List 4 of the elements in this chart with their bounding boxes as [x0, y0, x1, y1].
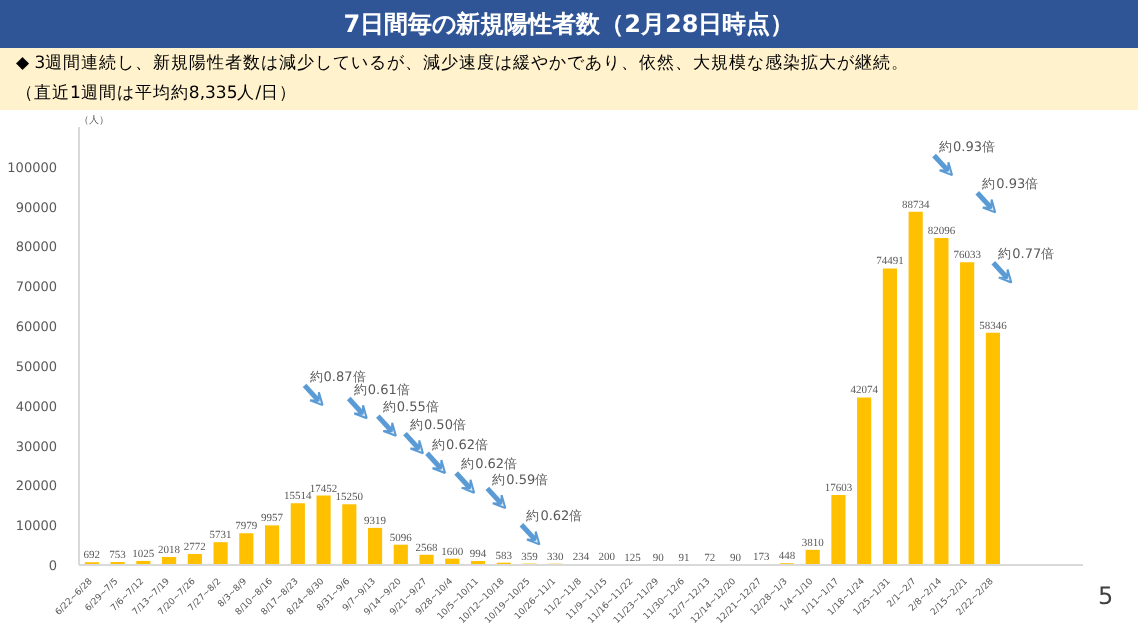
text: 5	[1098, 580, 1114, 614]
chart-title: 7日間毎の新規陽性者数（2月28日時点）	[343, 8, 795, 42]
text: （直近1週間は平均約8,335人/日）	[16, 82, 298, 108]
chart-subtitle: ◆ 3週間連続し、新規陽性者数は減少しているが、減少速度は緩やかであり、依然、大規模な感染拡大が継続。	[16, 51, 910, 78]
